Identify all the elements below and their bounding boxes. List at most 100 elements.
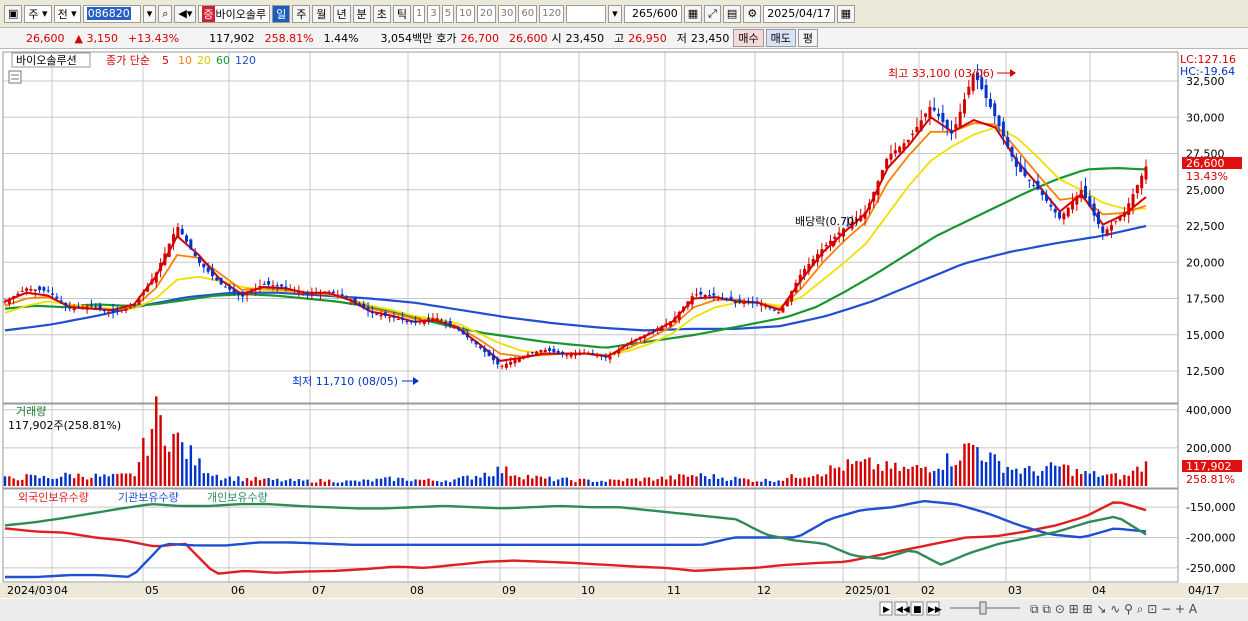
volume-bar	[954, 464, 958, 486]
print-icon[interactable]: ▤	[722, 4, 742, 23]
volume-bar	[1144, 461, 1148, 486]
volume-bar	[146, 455, 149, 486]
volume-bar	[1088, 473, 1092, 486]
candle-body	[146, 285, 150, 292]
volume-bar	[1123, 474, 1126, 486]
period-month-tab[interactable]: 월	[312, 4, 331, 23]
candle-body	[509, 361, 513, 365]
x-tick-label: 04	[1092, 584, 1106, 597]
volume-bar	[699, 473, 703, 486]
window-menu-icon[interactable]: ▣	[4, 4, 23, 23]
table-toggle-icon[interactable]	[8, 70, 22, 84]
candle-body	[561, 351, 565, 355]
volume-bar	[829, 465, 832, 486]
candle-body	[742, 302, 746, 304]
volume-bar	[738, 478, 741, 486]
period-week-tab[interactable]: 주	[292, 4, 311, 23]
candle-body	[206, 267, 210, 272]
period-minute-tab[interactable]: 분	[352, 4, 371, 23]
date-field[interactable]: 2025/04/17	[763, 4, 835, 23]
interval-button[interactable]: 1	[413, 4, 426, 23]
stock-code-input[interactable]: 086820	[82, 4, 141, 23]
period-tick-tab[interactable]: 틱	[392, 4, 412, 23]
volume-bar	[211, 475, 214, 486]
candle-body	[1135, 184, 1139, 194]
volume-axis: 200,000 400,000	[1186, 404, 1232, 455]
prefix-select[interactable]: 전 ▾	[53, 4, 81, 23]
buy-button[interactable]: 매수	[733, 29, 764, 47]
candle-body	[1127, 203, 1131, 216]
candle-body	[781, 307, 785, 313]
interval-button[interactable]: 30	[497, 4, 517, 23]
candle-body	[1118, 216, 1122, 221]
candle-body	[267, 280, 271, 285]
data-count-field[interactable]: 265/600	[623, 4, 682, 23]
volume-bar	[98, 476, 102, 486]
interval-button[interactable]: 20	[476, 4, 496, 23]
volume-bar	[431, 480, 435, 486]
data-count-value: 265	[632, 7, 653, 20]
candle-body	[375, 313, 379, 315]
volume-bar	[595, 481, 599, 486]
candle-body	[396, 318, 400, 320]
calendar-icon[interactable]: ▦	[836, 4, 856, 23]
volume-bar	[314, 482, 318, 486]
volume-bar	[1092, 471, 1096, 486]
volume-bar	[950, 466, 953, 486]
eval-button[interactable]: 평	[797, 29, 819, 47]
candle-body	[880, 169, 884, 180]
chart-toolbar: ▣ 주 ▾ 전 ▾ 086820 ▾ ⌕ ◀▾ 증 바이오솔루 일 주 월 년 분…	[0, 0, 1248, 28]
volume-bar	[163, 445, 167, 486]
period-second-tab[interactable]: 초	[372, 4, 391, 23]
stock-name-field[interactable]: 증 바이오솔루	[198, 4, 271, 23]
interval-dropdown-icon[interactable]: ▾	[608, 4, 622, 23]
candle-body	[660, 325, 664, 331]
x-tick-label: 12	[757, 584, 771, 597]
volume-bar	[1084, 470, 1087, 486]
indicator-icon[interactable]: ▦	[683, 4, 703, 23]
volume-bar	[1049, 462, 1053, 486]
interval-select[interactable]	[566, 4, 607, 23]
scroll-right-button[interactable]	[879, 601, 893, 616]
drawing-tool-icon[interactable]: ⤢	[704, 4, 721, 23]
gear-icon[interactable]: ⚙	[743, 4, 762, 23]
interval-button[interactable]: 5	[441, 4, 455, 23]
stock-name-mark: 증	[202, 5, 215, 22]
volume-bar	[215, 474, 218, 486]
stop-button[interactable]	[910, 601, 924, 616]
interval-button[interactable]: 60	[518, 4, 538, 23]
period-day-tab[interactable]: 일	[272, 4, 291, 23]
candle-body	[535, 351, 539, 356]
price-change-pct: +13.43%	[127, 31, 180, 45]
low-label: 저	[676, 32, 687, 45]
period-year-tab[interactable]: 년	[332, 4, 351, 23]
candlestick-series	[3, 64, 1148, 370]
scroll-end-button[interactable]	[926, 601, 940, 616]
volume-bar	[176, 432, 180, 486]
candle-body	[841, 228, 845, 237]
candle-body	[733, 302, 737, 304]
search-icon[interactable]: ⌕	[158, 4, 173, 23]
volume-bar	[958, 460, 962, 486]
candle-body	[94, 306, 98, 308]
volume-bar	[1136, 466, 1139, 486]
interval-button[interactable]: 3	[427, 4, 440, 23]
scroll-start-button[interactable]	[894, 601, 908, 616]
candle-body	[176, 227, 180, 238]
interval-button[interactable]: 120	[539, 4, 565, 23]
volume-bar	[552, 481, 556, 486]
volume-bar	[626, 478, 629, 486]
volume-bar	[518, 477, 521, 486]
tool-icons[interactable]: ⧉ ⧉ ⊙ ⊞ ⊞ ↘ ∿ ⚲ ⌕ ⊡ − + A	[1030, 602, 1198, 616]
sell-button[interactable]: 매도	[765, 29, 796, 47]
market-select[interactable]: 주 ▾	[24, 4, 52, 23]
candle-body	[46, 290, 50, 292]
zoom-slider-handle[interactable]	[979, 601, 987, 615]
code-dropdown-icon[interactable]: ▾	[142, 4, 157, 23]
volume-bar	[8, 476, 11, 486]
candle-body	[76, 306, 80, 308]
speaker-icon[interactable]: ◀▾	[174, 4, 197, 23]
volume-bar	[206, 473, 210, 486]
interval-button[interactable]: 10	[456, 4, 475, 23]
volume-bar	[1006, 466, 1009, 486]
